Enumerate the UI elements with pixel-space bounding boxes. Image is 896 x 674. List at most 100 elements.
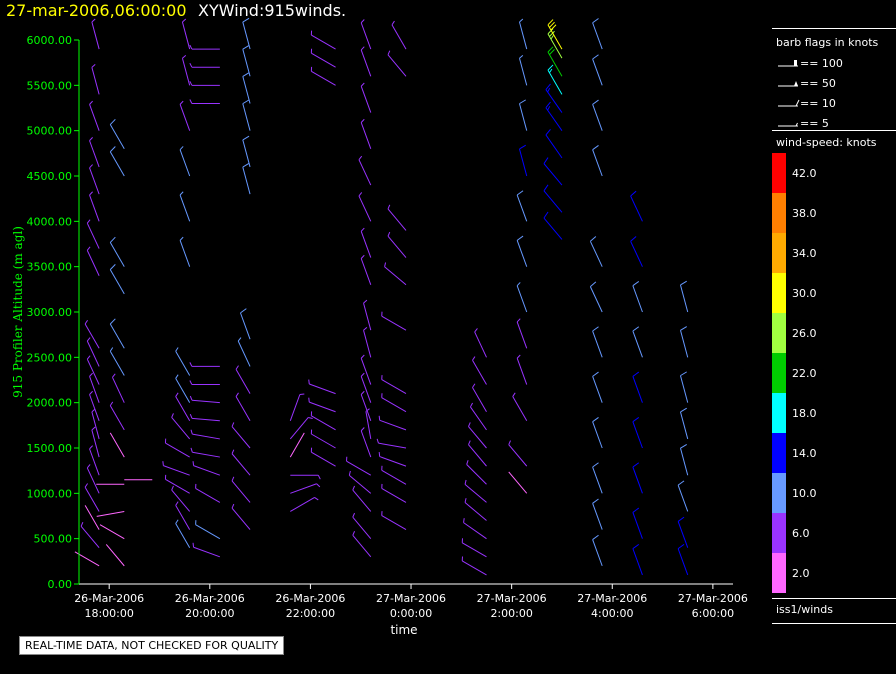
wind-barb [545, 83, 563, 113]
wind-barb [189, 414, 220, 422]
wind-barb [231, 422, 251, 449]
speed-bin-swatch [772, 273, 786, 313]
wind-barb [378, 452, 407, 467]
wind-barb [547, 28, 563, 59]
wind-barb [360, 82, 372, 113]
wind-barb [179, 191, 191, 222]
wind-barb [80, 521, 100, 549]
barb-legend-item: == 10 [778, 97, 836, 110]
wind-barb [547, 64, 563, 95]
wind-barb [310, 30, 336, 50]
wind-barb [679, 443, 689, 476]
wind-barb [592, 462, 603, 494]
wind-barb [346, 456, 372, 476]
wind-barb [179, 236, 191, 267]
wind-barb [508, 440, 528, 467]
wind-barb [86, 464, 100, 494]
wind-barb [381, 511, 407, 531]
wind-barb [164, 474, 190, 494]
wind-barb [164, 438, 190, 458]
speed-bin-swatch [772, 433, 786, 473]
speed-bin-swatch [772, 313, 786, 353]
barb-legend: == 100 == 50 == 10 == 5 [778, 57, 843, 130]
wind-barb [231, 449, 251, 476]
y-tick-label: 3500.00 [27, 261, 73, 274]
wind-barb [589, 236, 603, 267]
wind-barb [516, 282, 528, 313]
wind-barb [308, 397, 336, 413]
wind-barb [89, 191, 100, 222]
speed-bin-swatch [772, 233, 786, 273]
wind-barb [679, 371, 689, 403]
wind-barb [89, 100, 100, 131]
wind-barb [391, 20, 407, 50]
wind-barb [310, 48, 336, 68]
wind-barb [89, 445, 100, 476]
x-tick-label-time: 4:00:00 [591, 607, 633, 620]
wind-barb [310, 447, 336, 467]
wind-barb [365, 408, 372, 440]
wind-barb [175, 519, 191, 548]
wind-barb [360, 118, 372, 149]
wind-barb [111, 373, 125, 403]
wind-barb [89, 390, 100, 421]
wind-barb [175, 392, 191, 422]
x-tick-label-time: 22:00:00 [286, 607, 335, 620]
y-tick-label: 2500.00 [27, 351, 73, 364]
wind-barb [632, 417, 643, 449]
wind-barb [239, 308, 251, 340]
barb-legend-label: == 50 [800, 77, 836, 90]
wind-barb [192, 461, 221, 476]
x-tick-label-time: 6:00:00 [692, 607, 734, 620]
wind-barb [99, 524, 125, 540]
wind-barb [519, 99, 528, 131]
wind-barb [360, 254, 372, 285]
wind-barb [545, 128, 563, 159]
barb-legend-item: == 5 [778, 117, 829, 130]
wind-barb [289, 393, 305, 421]
wind-barb [632, 371, 643, 403]
wind-barb [360, 390, 372, 421]
y-tick-label: 0.00 [48, 578, 73, 591]
title-date: 27-mar-2006,06:00:00 [6, 1, 187, 20]
wind-barb [352, 531, 372, 558]
wind-barb [592, 99, 603, 131]
wind-barb [89, 137, 100, 168]
wind-barb [360, 227, 372, 258]
speed-bin-swatch [772, 153, 786, 193]
wind-barb [360, 427, 372, 458]
wind-barb [242, 72, 251, 104]
wind-barb [84, 483, 100, 512]
wind-barb [91, 18, 100, 50]
wind-barb [632, 326, 643, 358]
x-tick-label-date: 27-Mar-2006 [577, 592, 647, 605]
wind-barb [109, 264, 125, 295]
y-tick-label: 1500.00 [27, 442, 73, 455]
y-tick-label: 500.00 [34, 533, 73, 546]
wind-barb [543, 184, 563, 213]
wind-barb [516, 354, 528, 385]
wind-barb [679, 280, 689, 313]
wind-barb [516, 190, 528, 222]
wind-barb [519, 18, 528, 50]
wind-barb [237, 337, 251, 367]
wind-barb [308, 379, 336, 395]
y-tick-label: 5000.00 [27, 125, 73, 138]
wind-barb [381, 393, 407, 413]
wind-barb [472, 383, 487, 412]
wind-barb [363, 299, 372, 331]
wind-barb [190, 429, 220, 440]
wind-barb [516, 318, 528, 349]
barb-legend-title: barb flags in knots [776, 36, 879, 49]
wind-barb [171, 413, 191, 440]
wind-barb [109, 146, 125, 177]
wind-barb [290, 497, 319, 512]
wind-barb [679, 407, 689, 440]
wind-barb [466, 460, 487, 485]
wind-barb [519, 144, 528, 177]
barb-legend-label: == 5 [800, 117, 829, 130]
wind-barb [630, 236, 643, 267]
wind-barb [231, 503, 251, 530]
wind-barb [231, 476, 251, 503]
